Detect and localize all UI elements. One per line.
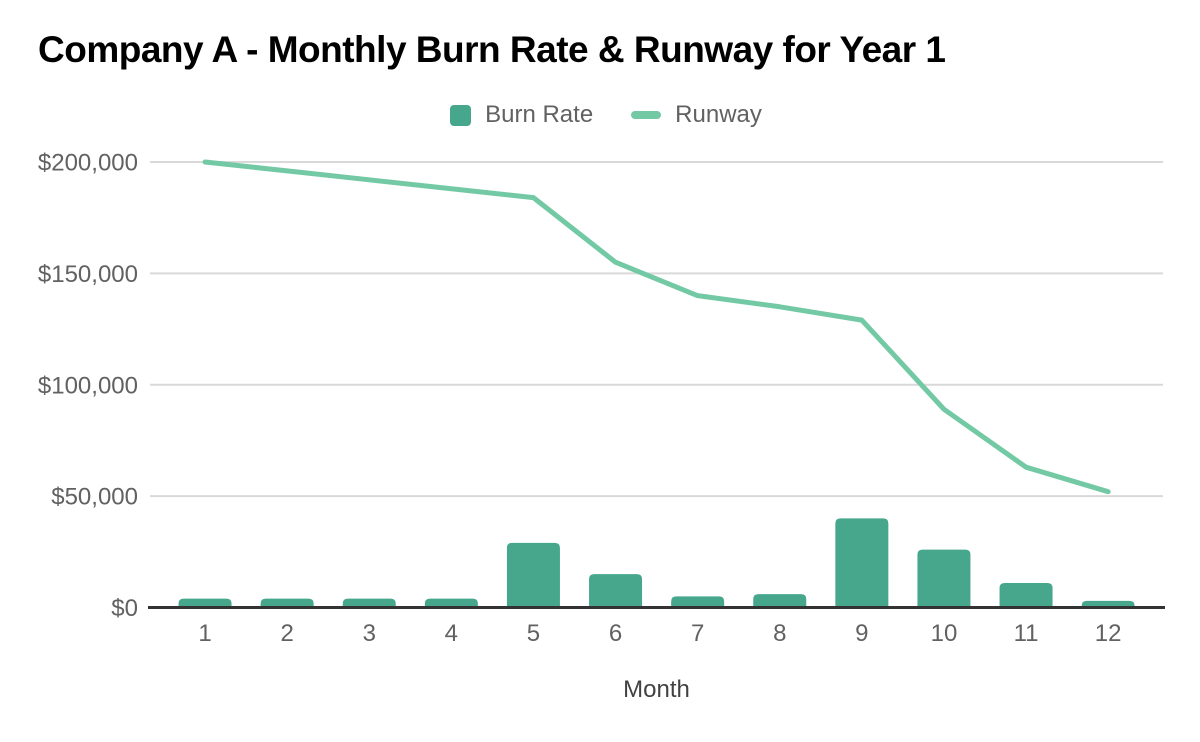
- x-tick-label: 10: [931, 620, 958, 647]
- y-tick-label: $0: [111, 595, 138, 622]
- bar-month-8[interactable]: [753, 594, 807, 608]
- legend-item-burn-rate[interactable]: Burn Rate: [450, 101, 593, 129]
- bar-month-5[interactable]: [506, 542, 560, 608]
- chart-title: Company A - Monthly Burn Rate & Runway f…: [38, 29, 946, 70]
- legend-label-burn-rate: Burn Rate: [485, 101, 594, 128]
- legend-label-runway: Runway: [675, 101, 762, 128]
- x-tick-label: 12: [1095, 620, 1122, 647]
- bar-month-1[interactable]: [178, 598, 232, 608]
- bar-month-4[interactable]: [424, 598, 478, 608]
- burn-rate-swatch-icon: [450, 104, 472, 126]
- legend-item-runway[interactable]: Runway: [631, 101, 762, 129]
- x-tick-label: 11: [1014, 620, 1039, 647]
- x-tick-label: 6: [609, 620, 622, 647]
- y-tick-label: $50,000: [51, 484, 138, 511]
- x-tick-label: 2: [280, 620, 293, 647]
- x-tick-label: 7: [691, 620, 704, 647]
- y-tick-label: $200,000: [38, 150, 138, 177]
- x-tick-label: 4: [445, 620, 458, 647]
- x-tick-label: 1: [198, 620, 211, 647]
- runway-line-series[interactable]: [202, 159, 1111, 495]
- x-tick-label: 9: [855, 620, 868, 647]
- bar-month-9[interactable]: [835, 518, 889, 608]
- x-axis-title: Month: [623, 676, 690, 703]
- runway-swatch-icon: [631, 111, 662, 119]
- bar-month-3[interactable]: [342, 598, 396, 608]
- x-tick-label: 3: [363, 620, 376, 647]
- x-tick-label: 5: [527, 620, 540, 647]
- y-tick-label: $150,000: [38, 261, 138, 288]
- bar-month-12[interactable]: [1081, 600, 1135, 608]
- legend: Burn Rate Runway: [6, 101, 1200, 129]
- bar-month-10[interactable]: [917, 549, 971, 608]
- bar-month-11[interactable]: [999, 582, 1053, 608]
- bar-month-2[interactable]: [260, 598, 314, 608]
- x-tick-label: 8: [773, 620, 786, 647]
- bar-month-7[interactable]: [671, 596, 725, 608]
- bar-month-6[interactable]: [589, 574, 643, 608]
- y-tick-label: $100,000: [38, 372, 138, 399]
